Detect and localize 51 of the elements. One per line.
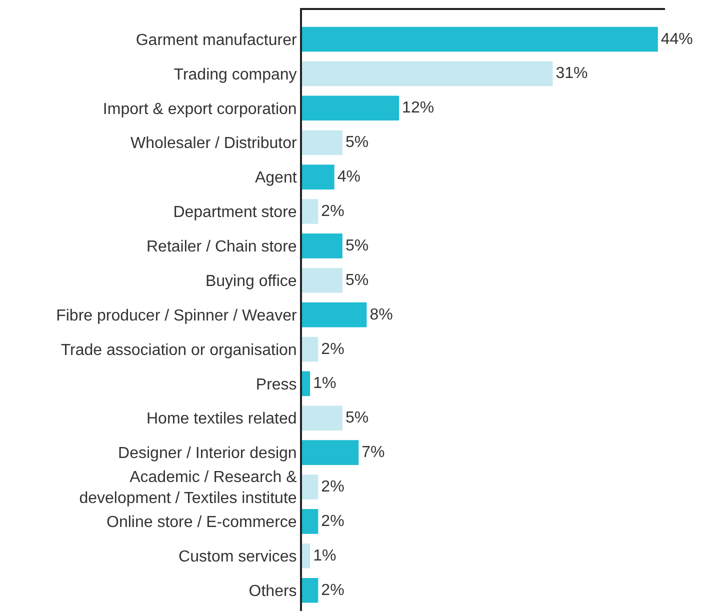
- data-label: 7%: [362, 444, 385, 462]
- y-tick-label: Trading company: [174, 66, 297, 84]
- y-tick-label: Agent: [254, 170, 298, 187]
- bar: [302, 371, 310, 396]
- data-label: 5%: [345, 237, 369, 254]
- data-label: 2%: [321, 340, 344, 358]
- bar: [302, 199, 318, 224]
- bar: [302, 336, 318, 362]
- bar: [302, 234, 342, 258]
- data-label: 1%: [313, 375, 336, 392]
- y-tick-label: Import & export corporation: [102, 100, 297, 118]
- y-tick-label: Academic / Research & development / Textiles institute: [79, 469, 298, 508]
- bar: [302, 26, 658, 52]
- data-label: 2%: [321, 512, 344, 530]
- bar: [302, 578, 318, 603]
- data-label: 1%: [313, 547, 336, 564]
- y-tick-label: Online store / E-commerce: [106, 514, 297, 532]
- y-tick-label: Home textiles related: [146, 410, 297, 428]
- y-tick-label: Department store: [173, 204, 297, 222]
- y-tick-label: Trade association or organisation: [60, 342, 297, 359]
- y-tick-label: Garment manufacturer: [136, 32, 298, 49]
- data-label: 5%: [345, 410, 369, 427]
- data-label: 4%: [337, 168, 360, 186]
- bar: [302, 96, 400, 121]
- bar: [302, 130, 342, 155]
- data-label: 2%: [321, 478, 344, 496]
- data-label: 2%: [321, 202, 344, 220]
- data-label: 2%: [321, 582, 344, 599]
- y-tick-label: Buying office: [205, 272, 297, 290]
- y-tick-label: Fibre producer / Spinner / Weaver: [56, 307, 298, 324]
- y-tick-label: Press: [256, 376, 297, 394]
- bar: [302, 302, 367, 328]
- bar: [302, 440, 359, 465]
- bar: [302, 268, 342, 293]
- y-tick-label: Others: [248, 582, 297, 600]
- data-label: 31%: [556, 65, 588, 82]
- y-tick-label: Custom services: [178, 548, 297, 566]
- data-label: 5%: [345, 134, 369, 152]
- y-tick-label: Designer / Interior design: [118, 445, 297, 462]
- data-label: 8%: [370, 306, 393, 324]
- bar: [302, 544, 310, 568]
- bar: [302, 509, 318, 534]
- data-label: 12%: [402, 100, 434, 117]
- bar: [302, 61, 553, 86]
- data-label: 44%: [660, 30, 693, 48]
- bar: [302, 164, 334, 190]
- y-tick-label: Wholesaler / Distributor: [130, 135, 298, 152]
- data-label: 5%: [345, 272, 369, 289]
- bar: [302, 474, 318, 500]
- y-tick-label: Retailer / Chain store: [146, 238, 297, 256]
- bar: [302, 406, 342, 431]
